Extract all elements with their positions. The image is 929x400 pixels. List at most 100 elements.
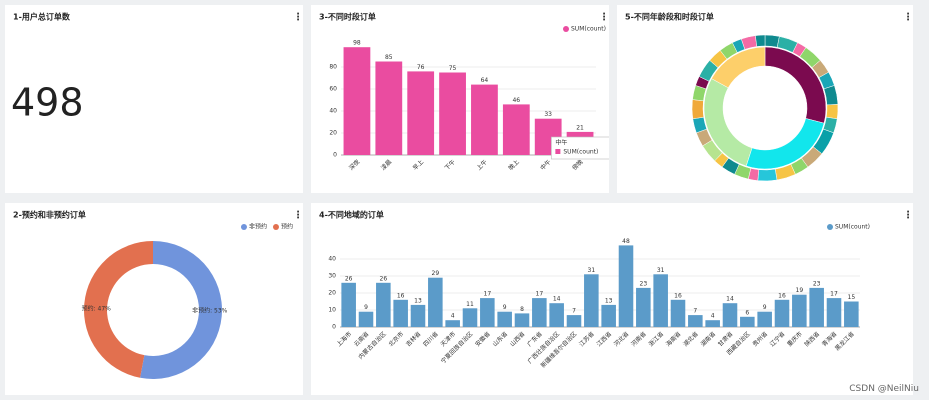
x-tick-label: 浙江省: [647, 330, 665, 348]
bar: [410, 304, 426, 327]
value-label: 23: [813, 280, 821, 287]
value-label: 8: [520, 306, 524, 313]
value-label: 13: [605, 297, 613, 304]
value-label: 11: [466, 301, 474, 308]
x-tick-label: 早上: [411, 158, 425, 172]
x-tick-label: 海南省: [664, 330, 682, 348]
value-label: 16: [397, 292, 405, 299]
legend-swatch: [827, 224, 833, 230]
sunburst-segment: [823, 85, 839, 106]
x-tick-label: 黑龙江省: [833, 330, 856, 353]
value-label: 19: [796, 287, 804, 294]
bar: [566, 315, 582, 327]
y-tick-label: 0: [333, 152, 337, 159]
value-label: 23: [640, 280, 648, 287]
value-label: 4: [451, 313, 455, 320]
sunburst-segment: [691, 99, 704, 120]
bar: [502, 104, 530, 155]
bar: [532, 298, 547, 327]
value-label: 31: [657, 267, 665, 274]
y-tick-label: 10: [328, 307, 336, 314]
value-label: 4: [711, 313, 715, 320]
menu-icon[interactable]: ⋮: [293, 12, 303, 23]
bar: [480, 298, 495, 327]
value-label: 14: [726, 296, 734, 303]
bar: [809, 287, 824, 327]
bar-card: 4-不同地域的订单 ⋮01020304026上海市9云南省26内蒙古自治区16北京…: [311, 203, 913, 395]
bar: [653, 274, 668, 327]
x-tick-label: 重庆市: [785, 330, 803, 348]
bar: [722, 303, 738, 327]
bar: [618, 245, 634, 327]
menu-icon[interactable]: ⋮: [293, 210, 303, 221]
sunburst-segment: [764, 34, 780, 48]
menu-icon[interactable]: ⋮: [903, 210, 913, 221]
bar: [705, 320, 720, 327]
y-tick-label: 40: [329, 108, 337, 115]
value-label: 17: [484, 291, 492, 298]
value-label: 7: [572, 308, 576, 315]
x-tick-label: 湖南省: [699, 330, 717, 348]
value-label: 16: [778, 292, 786, 299]
value-label: 64: [481, 77, 489, 84]
tooltip-title: 中午: [555, 139, 567, 147]
bar: [584, 274, 599, 327]
bar: [670, 299, 686, 327]
bar: [439, 72, 466, 155]
bar: [471, 84, 498, 155]
card-title: 4-不同地域的订单: [319, 210, 384, 220]
value-label: 17: [830, 291, 838, 298]
value-label: 6: [745, 309, 749, 316]
kpi-value: 498: [11, 81, 84, 125]
value-label: 15: [848, 294, 856, 301]
tooltip: [551, 136, 609, 160]
bar: [375, 61, 403, 155]
x-tick-label: 傍晚: [570, 158, 584, 172]
menu-icon[interactable]: ⋮: [903, 12, 913, 23]
bar: [844, 301, 859, 327]
value-label: 9: [364, 304, 368, 311]
x-tick-label: 晚上: [507, 158, 521, 172]
y-tick-label: 30: [328, 273, 336, 280]
x-tick-label: 山西省: [508, 330, 526, 348]
bar: [826, 298, 842, 327]
value-label: 14: [553, 296, 561, 303]
card-title: 3-不同时段订单: [319, 12, 376, 22]
y-tick-label: 60: [329, 86, 337, 93]
value-label: 76: [417, 64, 425, 71]
value-label: 13: [414, 297, 422, 304]
value-label: 17: [536, 291, 544, 298]
bar: [601, 304, 616, 327]
tooltip-swatch: [555, 149, 561, 154]
legend-label: SUM(count): [835, 224, 870, 231]
donut-segment: [83, 241, 153, 378]
sunburst-segment: [826, 104, 839, 120]
x-tick-label: 河南省: [629, 330, 647, 348]
value-label: 29: [432, 270, 440, 277]
legend-swatch: [240, 224, 247, 230]
bar: [343, 47, 371, 156]
bar: [428, 277, 443, 327]
bar: [376, 282, 391, 327]
y-tick-label: 0: [332, 324, 336, 331]
legend-swatch: [563, 26, 569, 32]
card-title: 5-不同年龄段和时段订单: [625, 12, 714, 22]
x-tick-label: 下午: [443, 158, 457, 172]
x-tick-label: 深夜: [347, 158, 361, 172]
bar: [341, 282, 356, 327]
bar: [774, 299, 790, 327]
x-tick-label: 河北省: [612, 330, 630, 348]
y-tick-label: 20: [328, 290, 336, 297]
donut-card: 2-预约和非预约订单 ⋮ 非预约: 53% 预约: 47% 预约 非预约: [5, 203, 303, 395]
x-tick-label: 北京市: [387, 330, 405, 348]
x-tick-label: 辽宁省: [768, 330, 786, 348]
legend-label: 预约: [281, 223, 293, 231]
menu-icon[interactable]: ⋮: [599, 12, 609, 23]
value-label: 85: [385, 54, 393, 61]
bar: [514, 313, 530, 327]
x-tick-label: 上海市: [335, 330, 353, 348]
legend-swatch: [272, 224, 279, 230]
bar: [740, 316, 755, 327]
x-tick-label: 江苏省: [577, 330, 595, 348]
sunburst-segment: [757, 168, 778, 182]
